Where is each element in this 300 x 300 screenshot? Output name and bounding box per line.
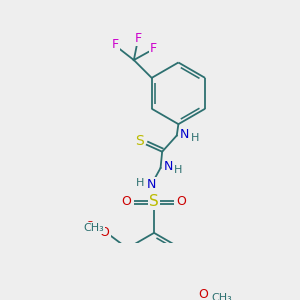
Text: CH₃: CH₃ [211,293,232,300]
Text: O: O [100,227,110,240]
Text: CH₃: CH₃ [83,223,104,233]
Text: O: O [100,226,110,239]
Text: F: F [135,32,142,45]
Text: H: H [190,133,199,143]
Text: O: O [86,221,94,231]
Text: H: H [174,165,183,175]
Text: F: F [112,38,119,51]
Text: F: F [150,42,157,55]
Text: N: N [180,128,190,141]
Text: S: S [149,194,159,209]
Text: N: N [147,178,156,191]
Text: N: N [164,160,173,173]
Text: H: H [136,178,145,188]
Text: S: S [135,134,144,148]
Text: O: O [199,288,208,300]
Text: O: O [177,195,187,208]
Text: O: O [122,195,131,208]
